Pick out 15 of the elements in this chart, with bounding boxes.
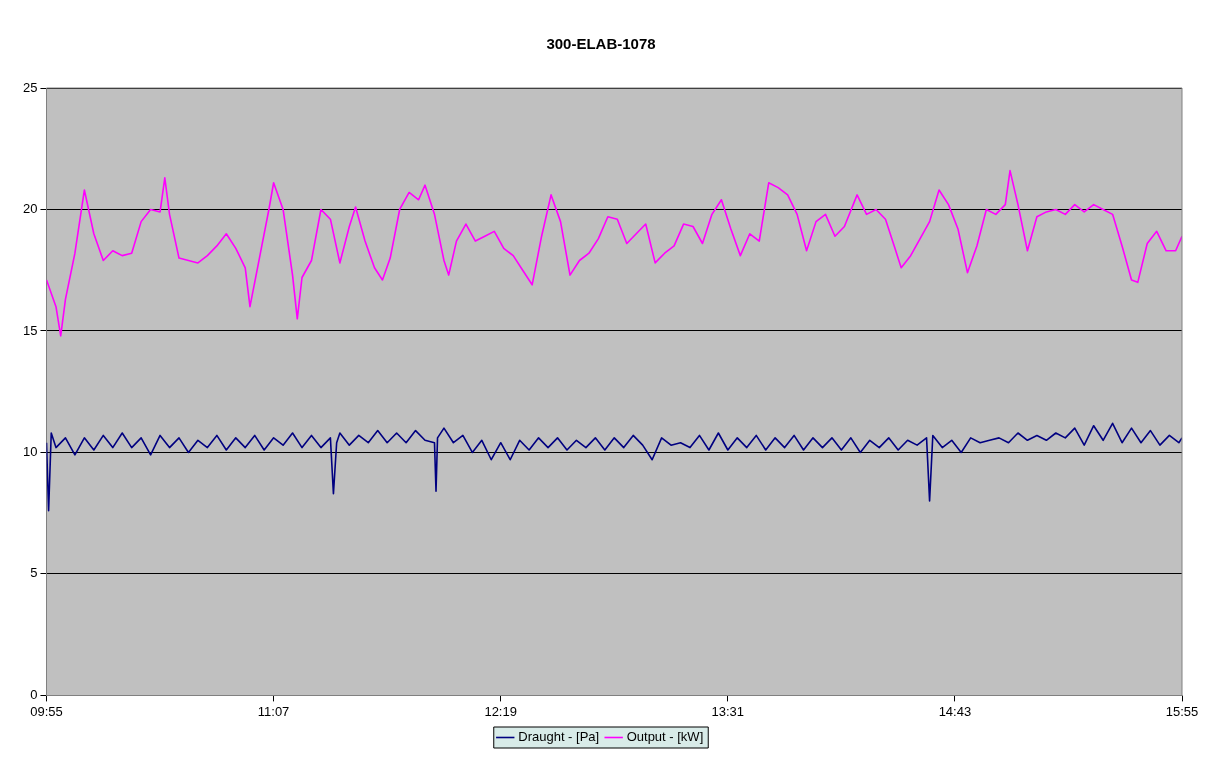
x-tick-label: 14:43 [938, 703, 972, 719]
x-tick-label: 11:07 [257, 703, 290, 719]
y-tick-label: 0 [30, 686, 38, 702]
legend-label: Draught - [Pa] [518, 729, 600, 745]
chart-title: 300-ELAB-1078 [546, 35, 656, 53]
x-tick-label: 15:55 [1165, 703, 1199, 719]
x-tick-label: 09:55 [30, 703, 63, 719]
y-tick-label: 5 [30, 565, 38, 581]
y-tick-label: 25 [22, 79, 38, 95]
x-tick-label: 13:31 [711, 703, 745, 719]
y-tick-label: 10 [22, 444, 38, 460]
y-tick-label: 15 [22, 322, 38, 338]
y-tick-label: 20 [22, 201, 38, 217]
legend-label: Output - [kW] [626, 729, 704, 745]
x-tick-label: 12:19 [484, 703, 517, 719]
